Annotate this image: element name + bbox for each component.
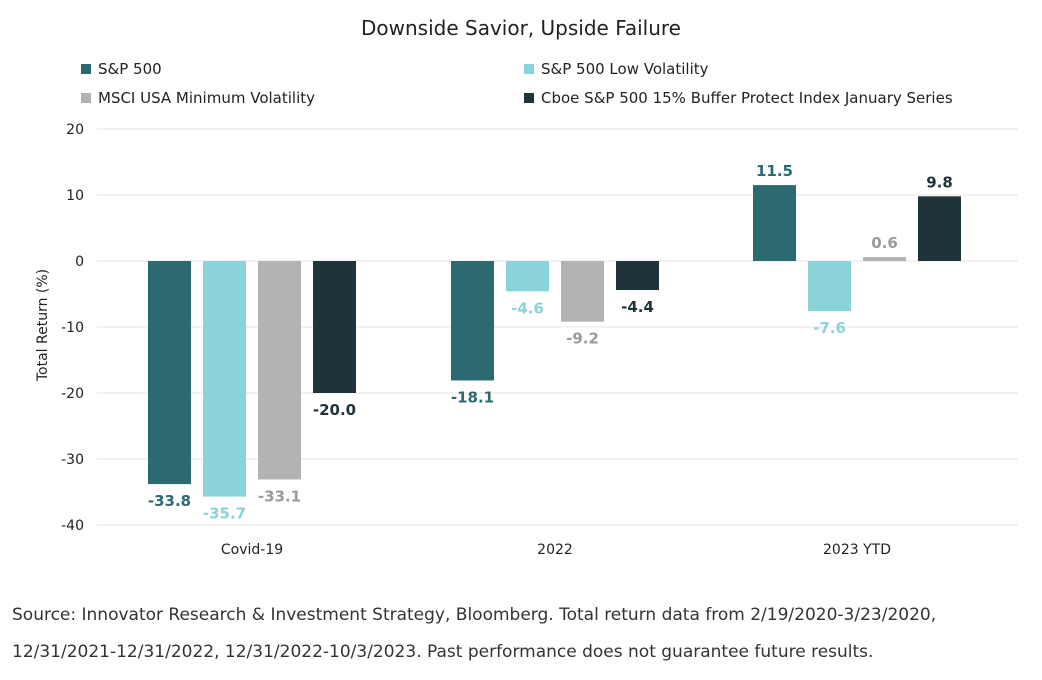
legend-label-cboe-buffer: Cboe S&P 500 15% Buffer Protect Index Ja… xyxy=(541,89,953,107)
legend-item-cboe-buffer: Cboe S&P 500 15% Buffer Protect Index Ja… xyxy=(524,89,953,107)
legend-label-sp500: S&P 500 xyxy=(98,60,162,78)
data-label: -33.1 xyxy=(258,487,301,505)
bar xyxy=(451,261,494,381)
legend-item-sp500: S&P 500 xyxy=(81,60,162,78)
y-tick-label: -20 xyxy=(61,386,84,402)
data-label: -4.4 xyxy=(621,298,654,316)
y-axis-label: Total Return (%) xyxy=(35,269,51,382)
data-label: 11.5 xyxy=(756,162,793,180)
y-tick-label: 0 xyxy=(75,254,84,270)
x-tick-label: Covid-19 xyxy=(221,542,283,558)
bar xyxy=(203,261,246,497)
data-label: -35.7 xyxy=(203,505,246,523)
legend-label-sp500-low-volatility: S&P 500 Low Volatility xyxy=(541,60,709,78)
bar xyxy=(918,196,961,261)
data-label: -33.8 xyxy=(148,492,191,510)
x-tick-label: 2023 YTD xyxy=(823,542,891,558)
legend-item-msci-min-volatility: MSCI USA Minimum Volatility xyxy=(81,89,315,107)
bar xyxy=(148,261,191,485)
y-tick-label: -40 xyxy=(61,518,84,534)
x-axis-ticks: Covid-19 2022 2023 YTD xyxy=(221,542,891,558)
data-label: -20.0 xyxy=(313,401,356,419)
data-label: -4.6 xyxy=(511,299,544,317)
y-tick-label: 10 xyxy=(66,188,84,204)
data-label: -9.2 xyxy=(566,330,599,348)
y-tick-label: 20 xyxy=(66,122,84,138)
y-axis-ticks: 20 10 0 -10 -20 -30 -40 xyxy=(61,122,84,534)
bar xyxy=(863,257,906,261)
bar xyxy=(258,261,301,480)
bar xyxy=(313,261,356,393)
y-tick-label: -10 xyxy=(61,320,84,336)
data-label: 0.6 xyxy=(871,234,898,252)
legend-swatch-cboe-buffer xyxy=(524,93,534,103)
data-label: -7.6 xyxy=(813,319,846,337)
source-note: Source: Innovator Research & Investment … xyxy=(12,605,937,662)
bar xyxy=(506,261,549,292)
bars xyxy=(148,185,961,497)
legend-item-sp500-low-volatility: S&P 500 Low Volatility xyxy=(524,60,709,78)
bar-chart: 20 10 0 -10 -20 -30 -40 Total Return (%) -33.8… xyxy=(35,122,1018,558)
bar xyxy=(561,261,604,322)
y-tick-label: -30 xyxy=(61,452,84,468)
bar xyxy=(616,261,659,291)
legend-swatch-msci-min-volatility xyxy=(81,93,91,103)
data-labels: -33.8 -35.7 -33.1 -20.0 -18.1 -4.6 -9.2 -4.4 11.… xyxy=(148,162,953,523)
data-label: -18.1 xyxy=(451,388,494,406)
x-tick-label: 2022 xyxy=(537,542,573,558)
chart-title: Downside Savior, Upside Failure xyxy=(361,16,681,40)
bar xyxy=(753,185,796,261)
legend-label-msci-min-volatility: MSCI USA Minimum Volatility xyxy=(98,89,315,107)
data-label: 9.8 xyxy=(926,173,953,191)
legend-swatch-sp500-low-volatility xyxy=(524,64,534,74)
bar xyxy=(808,261,851,312)
legend-swatch-sp500 xyxy=(81,64,91,74)
